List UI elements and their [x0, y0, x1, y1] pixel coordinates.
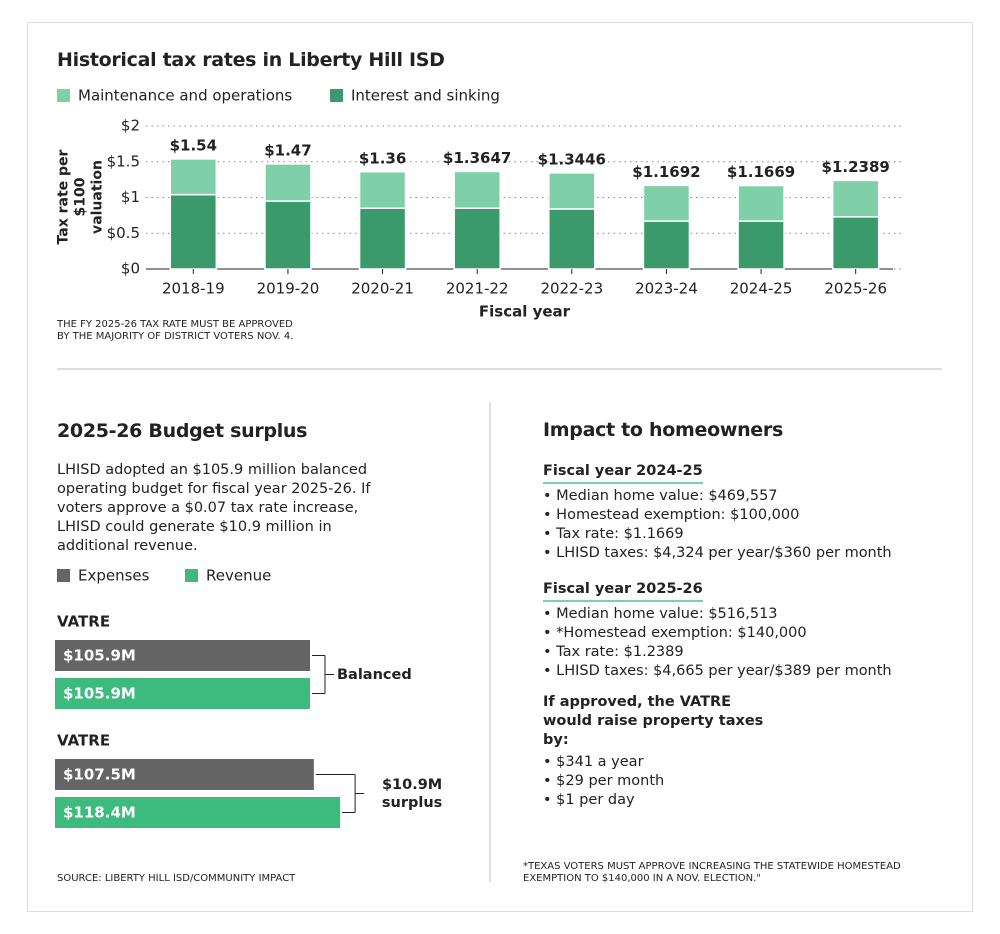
- section-title: Impact to homeowners: [543, 419, 783, 441]
- source: SOURCE: LIBERTY HILL ISD/COMMUNITY IMPAC…: [57, 873, 296, 884]
- bar-segment: [264, 163, 312, 202]
- bar-segment: [548, 172, 596, 210]
- approval-heading: If approved, the VATRE would raise prope…: [543, 694, 764, 748]
- category-label: VATRE: [57, 732, 110, 750]
- total-label: $1.3446: [538, 150, 606, 168]
- bar-segment: [169, 193, 218, 270]
- y-tick-label: $0.5: [107, 224, 140, 242]
- bar-segment: [831, 216, 880, 270]
- approval-section: If approved, the VATRE would raise prope…: [543, 693, 943, 810]
- list-item: Tax rate: $1.1669: [543, 525, 943, 544]
- y-tick-label: $1: [121, 188, 140, 206]
- bar-segment: [453, 207, 501, 270]
- total-label: $1.1669: [727, 163, 795, 181]
- y-tick-label: $1.5: [107, 152, 140, 170]
- bar-label: $107.5M: [63, 766, 136, 784]
- legend-label: Expenses: [78, 567, 150, 585]
- list-item: $29 per month: [543, 772, 943, 791]
- list-item: Median home value: $516,513: [543, 605, 943, 624]
- total-label: $1.47: [264, 141, 311, 159]
- bar-segment: [358, 171, 407, 209]
- bar-segment: [453, 170, 501, 209]
- bar-segment: [831, 179, 880, 218]
- x-tick-label: 2024-25: [730, 280, 793, 298]
- total-label: $1.36: [359, 149, 406, 167]
- bar-segment: [642, 220, 691, 270]
- section-heading: Fiscal year 2025-26: [543, 581, 703, 602]
- frame: [27, 22, 973, 912]
- x-tick-label: 2020-21: [351, 280, 414, 298]
- impact-section: Fiscal year 2025-26 Median home value: $5…: [543, 578, 943, 681]
- y-tick-label: $0: [121, 260, 140, 278]
- legend-label: Revenue: [206, 567, 271, 585]
- list-item: $1 per day: [543, 791, 943, 810]
- bar-segment: [169, 158, 218, 196]
- bullet-list: Median home value: $516,513*Homestead ex…: [543, 605, 943, 681]
- y-axis-label: Tax rate per $100 valuation: [55, 149, 106, 245]
- description: LHISD adopted an $105.9 million balanced…: [57, 462, 371, 554]
- impact-section: Fiscal year 2024-25 Median home value: $4…: [543, 460, 943, 563]
- footnote: *TEXAS VOTERS MUST APPROVE INCREASING TH…: [523, 861, 901, 884]
- chart-title: 2025-26 Budget surplus: [57, 420, 308, 442]
- bar-label: $105.9M: [63, 647, 136, 665]
- annotation: $10.9M surplus: [381, 776, 443, 811]
- bar: [55, 640, 311, 671]
- x-tick-label: 2021-22: [446, 280, 509, 298]
- bullet-list: Median home value: $469,557Homestead exe…: [543, 487, 943, 563]
- legend-swatch: [57, 569, 70, 582]
- legend-label: Interest and sinking: [351, 87, 500, 105]
- legend-swatch: [330, 89, 343, 102]
- note: THE FY 2025-26 TAX RATE MUST BE APPROVED…: [57, 319, 294, 342]
- x-tick-label: 2018-19: [162, 280, 225, 298]
- bar-segment: [264, 200, 312, 270]
- list-item: Homestead exemption: $100,000: [543, 506, 943, 525]
- section-heading: Fiscal year 2024-25: [543, 463, 703, 484]
- x-tick-label: 2025-26: [824, 280, 887, 298]
- x-tick-label: 2022-23: [540, 280, 603, 298]
- legend-label: Maintenance and operations: [78, 87, 292, 105]
- bar-segment: [642, 184, 691, 222]
- x-tick-label: 2023-24: [635, 280, 698, 298]
- list-item: $341 a year: [543, 753, 943, 772]
- bar-label: $118.4M: [63, 804, 136, 822]
- x-axis-label: Fiscal year: [479, 303, 571, 321]
- legend-swatch: [57, 89, 70, 102]
- total-label: $1.2389: [822, 158, 890, 176]
- chart-title: Historical tax rates in Liberty Hill ISD: [57, 49, 445, 71]
- list-item: Median home value: $469,557: [543, 487, 943, 506]
- bar-segment: [737, 184, 785, 222]
- bar: [55, 759, 314, 790]
- bar-segment: [737, 220, 785, 270]
- bullet-list: $341 a year$29 per month$1 per day: [543, 753, 943, 810]
- total-label: $1.3647: [443, 149, 511, 167]
- bar: [55, 797, 341, 828]
- legend-swatch: [185, 569, 198, 582]
- bar-label: $105.9M: [63, 685, 136, 703]
- total-label: $1.54: [170, 136, 217, 154]
- list-item: LHISD taxes: $4,324 per year/$360 per mo…: [543, 544, 943, 563]
- total-label: $1.1692: [632, 163, 700, 181]
- bar-segment: [358, 207, 407, 270]
- bar: [55, 678, 311, 709]
- x-tick-label: 2019-20: [257, 280, 320, 298]
- bar-segment: [548, 208, 596, 270]
- annotation: Balanced: [337, 666, 412, 683]
- list-item: *Homestead exemption: $140,000: [543, 624, 943, 643]
- y-tick-label: $2: [121, 117, 140, 135]
- list-item: Tax rate: $1.2389: [543, 643, 943, 662]
- list-item: LHISD taxes: $4,665 per year/$389 per mo…: [543, 662, 943, 681]
- impact-panel: Impact to homeowners Fiscal year 2024-25…: [543, 419, 943, 810]
- category-label: VATRE: [57, 613, 110, 631]
